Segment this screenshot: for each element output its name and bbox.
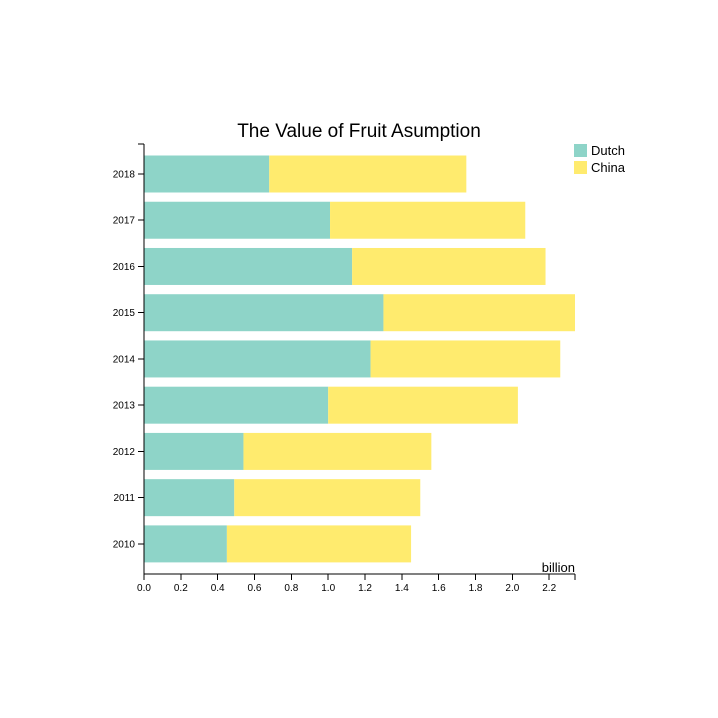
legend: Dutch China: [574, 143, 626, 175]
bar-china-2018: [269, 155, 467, 193]
y-tick-label-2018: 2018: [113, 170, 136, 181]
bar-china-2016: [352, 247, 546, 285]
y-tick-label-2015: 2015: [113, 308, 136, 319]
y-tick-label-2017: 2017: [113, 216, 136, 227]
x-tick-label-2.0: 2.0: [505, 583, 519, 594]
x-tick-label-0.8: 0.8: [284, 583, 298, 594]
y-tick-label-2010: 2010: [113, 539, 136, 550]
y-tick-label-2011: 2011: [113, 493, 135, 504]
bar-dutch-2012: [144, 432, 244, 470]
x-tick-label-1.4: 1.4: [395, 583, 409, 594]
bar-dutch-2016: [144, 247, 353, 285]
bar-china-2010: [226, 525, 412, 563]
y-tick-label-2012: 2012: [113, 447, 136, 458]
y-tick-label-2013: 2013: [113, 401, 136, 412]
x-axis: 0.0 0.2 0.4 0.6 0.8 1.0 1.2 1.4 1.6 1.8 2.0 2.2: [137, 573, 576, 594]
x-tick-label-0.2: 0.2: [174, 583, 188, 594]
legend-label-china: China: [591, 160, 626, 175]
x-tick-label-1.6: 1.6: [432, 583, 446, 594]
bar-china-2015: [383, 294, 575, 332]
x-tick-label-1.2: 1.2: [358, 583, 372, 594]
bar-dutch-2010: [144, 525, 227, 563]
bar-dutch-2017: [144, 201, 331, 239]
legend-swatch-dutch: [574, 144, 587, 157]
bar-dutch-2018: [144, 155, 270, 193]
bar-dutch-2014: [144, 340, 371, 378]
bars-group: [144, 155, 575, 563]
legend-label-dutch: Dutch: [591, 143, 625, 158]
x-tick-label-0.4: 0.4: [211, 583, 225, 594]
legend-swatch-china: [574, 161, 587, 174]
x-tick-label-2.2: 2.2: [542, 583, 556, 594]
bar-china-2011: [234, 479, 421, 517]
y-axis: 2018 2017 2016 2015 2014 2013 2012 2011 2010: [113, 143, 145, 574]
x-tick-label-1.8: 1.8: [469, 583, 483, 594]
bar-china-2017: [330, 201, 526, 239]
bar-china-2012: [243, 432, 432, 470]
bar-dutch-2015: [144, 294, 384, 332]
y-tick-label-2016: 2016: [113, 262, 136, 273]
y-tick-label-2014: 2014: [113, 354, 136, 365]
bar-dutch-2013: [144, 386, 329, 424]
bar-china-2014: [370, 340, 561, 378]
x-tick-label-0.0: 0.0: [137, 583, 151, 594]
x-tick-label-0.6: 0.6: [248, 583, 262, 594]
bar-china-2013: [328, 386, 518, 424]
chart-title: The Value of Fruit Asumption: [237, 121, 481, 142]
x-axis-label: billion: [542, 560, 575, 575]
bar-dutch-2011: [144, 479, 235, 517]
x-tick-label-1.0: 1.0: [321, 583, 335, 594]
